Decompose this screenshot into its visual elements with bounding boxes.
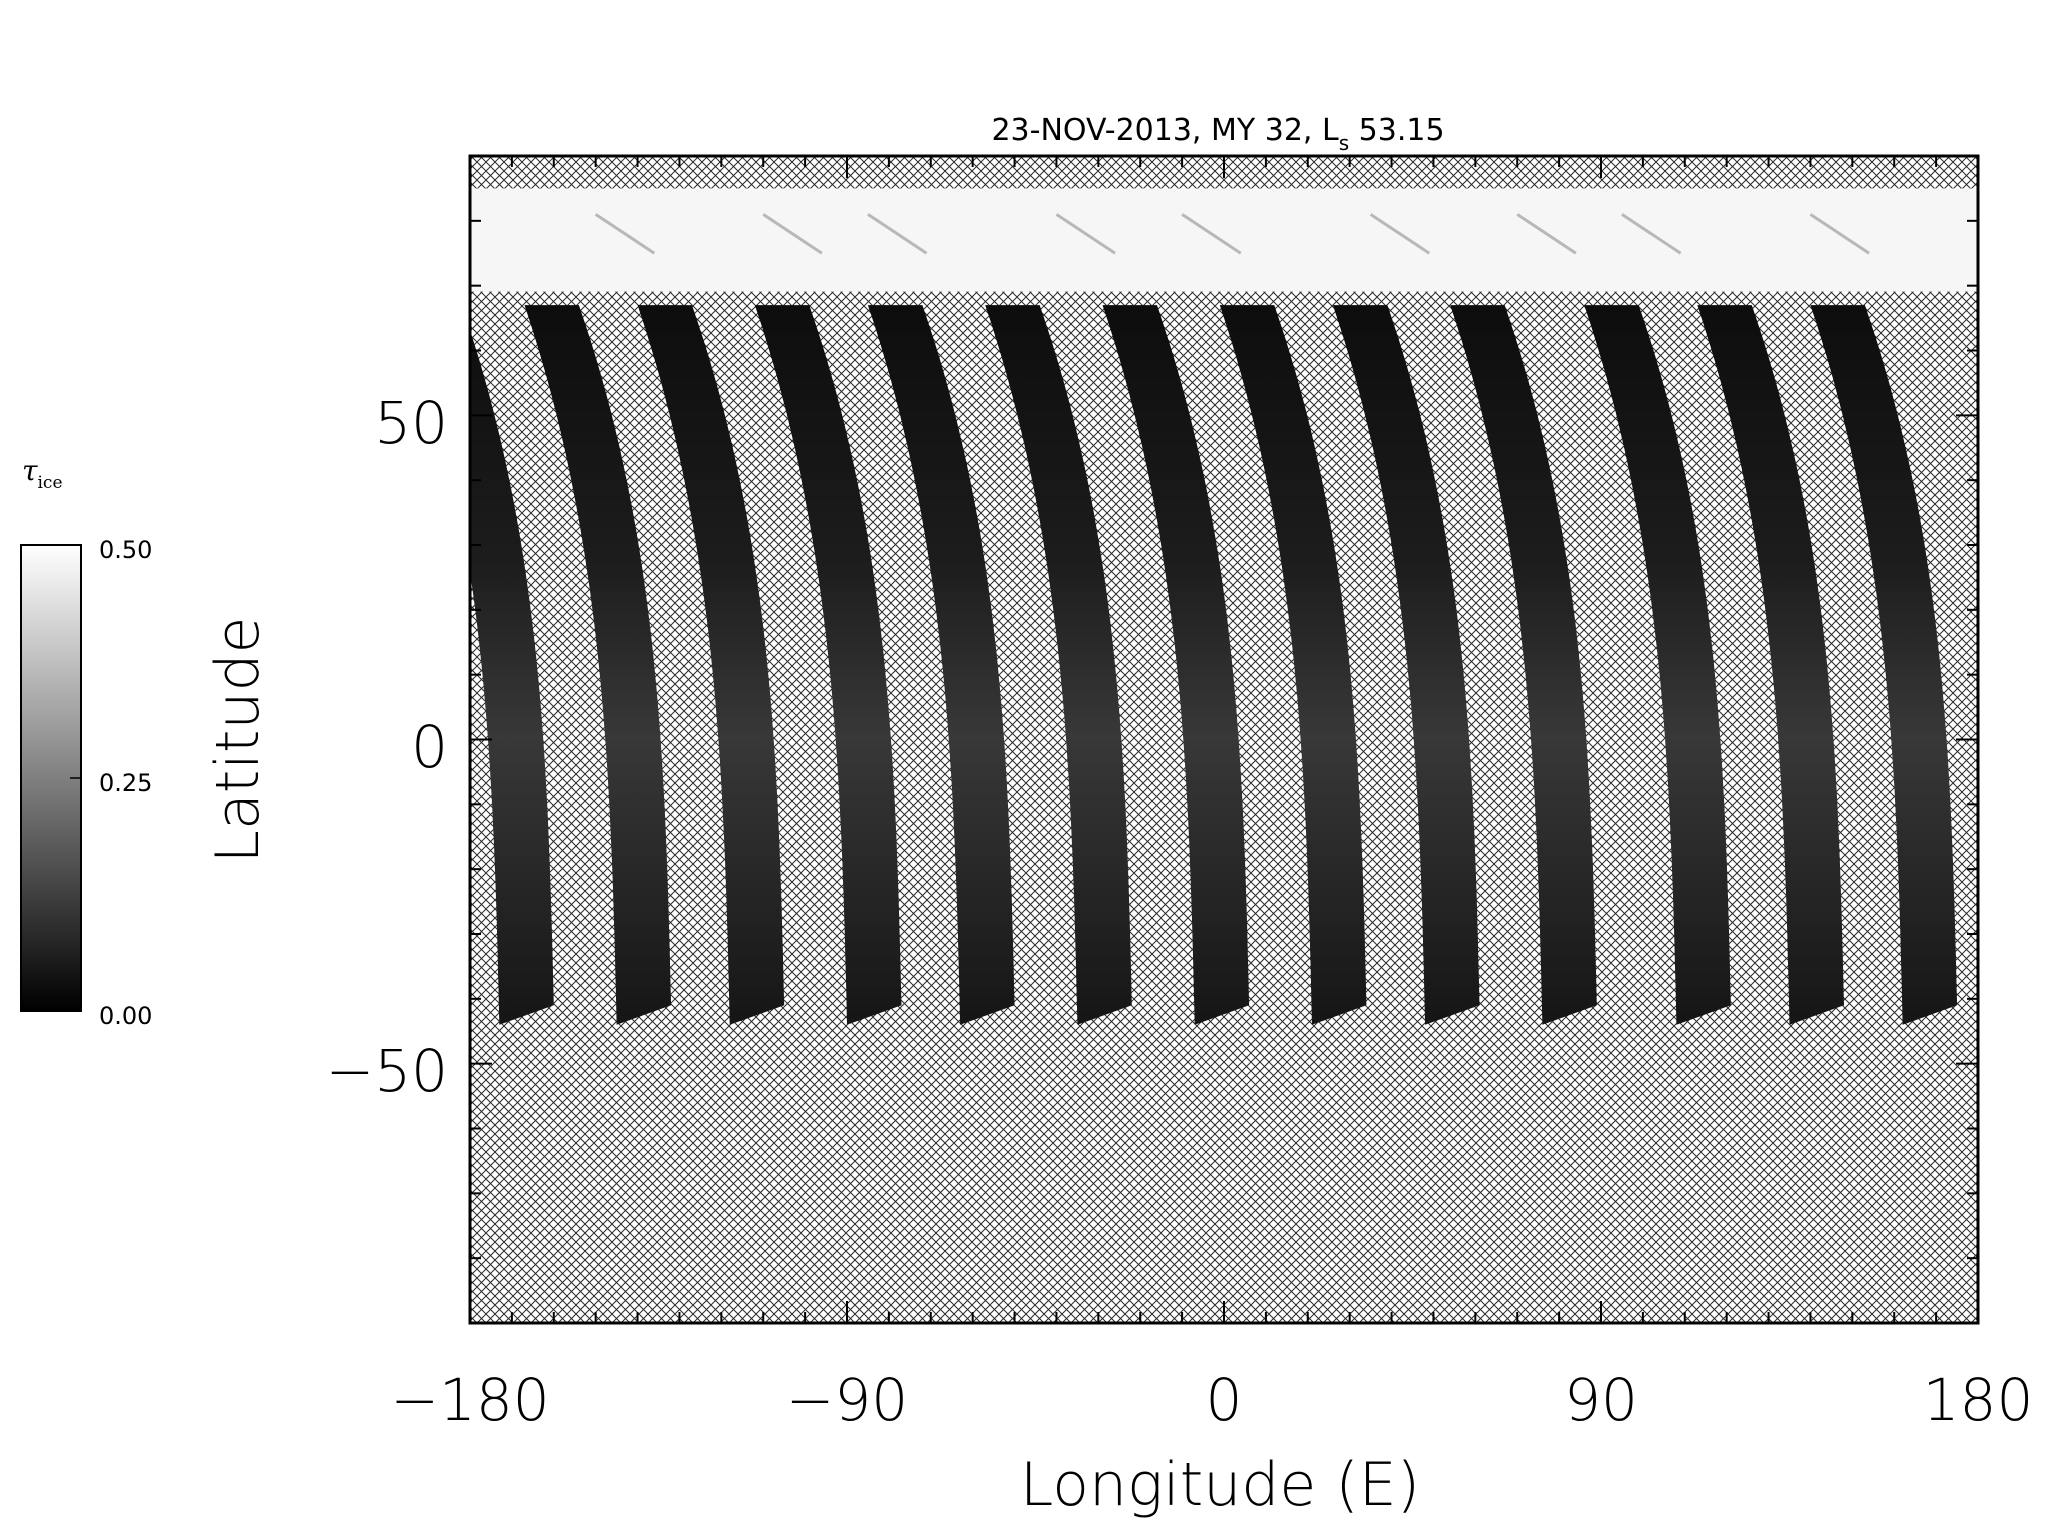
colorbar-tick-label-mid: 0.25 xyxy=(99,769,152,797)
cap-streak-1 xyxy=(594,213,656,255)
plot-area xyxy=(470,156,1978,1323)
x-tick-label-0: 0 xyxy=(1206,1366,1243,1434)
colorbar-tick-label-max: 0.50 xyxy=(99,536,152,564)
chart-title: 23-NOV-2013, MY 32, Ls 53.15 xyxy=(991,113,1444,155)
swath-3 xyxy=(637,305,785,1025)
x-tick-label-180: 180 xyxy=(1923,1366,2034,1434)
swath-7 xyxy=(1102,305,1250,1025)
cap-streak-4 xyxy=(1055,213,1116,255)
swath-5 xyxy=(867,305,1015,1025)
polar-cap-group xyxy=(470,188,1978,292)
cap-streak-3 xyxy=(867,213,928,255)
swath-13 xyxy=(1810,305,1958,1025)
x-axis-label: Longitude (E) xyxy=(1020,1450,1420,1520)
y-axis-label: Latitude xyxy=(203,617,273,864)
y-tick-label-neg50: −50 xyxy=(326,1037,448,1105)
colorbar-title: τice xyxy=(22,454,63,493)
cap-streak-6 xyxy=(1369,213,1431,255)
cap-streak-2 xyxy=(762,213,823,255)
swath-4 xyxy=(754,305,902,1025)
swath-8 xyxy=(1219,305,1367,1025)
swath-12 xyxy=(1697,305,1844,1025)
axis-ticks xyxy=(469,156,1979,1323)
swath-9 xyxy=(1332,305,1480,1025)
cap-streak-5 xyxy=(1181,213,1242,255)
swath-10 xyxy=(1450,305,1597,1025)
y-tick-label-0: 0 xyxy=(411,713,448,781)
polar-cap-band xyxy=(470,188,1978,292)
y-tick-label-50: 50 xyxy=(374,389,448,457)
cap-streak-7 xyxy=(1516,213,1577,255)
x-tick-label-90: 90 xyxy=(1564,1366,1638,1434)
x-tick-label-neg90: −90 xyxy=(786,1366,908,1434)
swath-1 xyxy=(470,330,554,1025)
cap-streak-8 xyxy=(1621,213,1682,255)
swath-group xyxy=(470,305,1958,1025)
x-tick-label-neg180: −180 xyxy=(390,1366,549,1434)
swath-2 xyxy=(524,305,672,1025)
colorbar-tick-label-min: 0.00 xyxy=(99,1002,152,1030)
swath-6 xyxy=(985,305,1132,1025)
swath-11 xyxy=(1584,305,1731,1025)
cap-streak-9 xyxy=(1809,213,1870,255)
